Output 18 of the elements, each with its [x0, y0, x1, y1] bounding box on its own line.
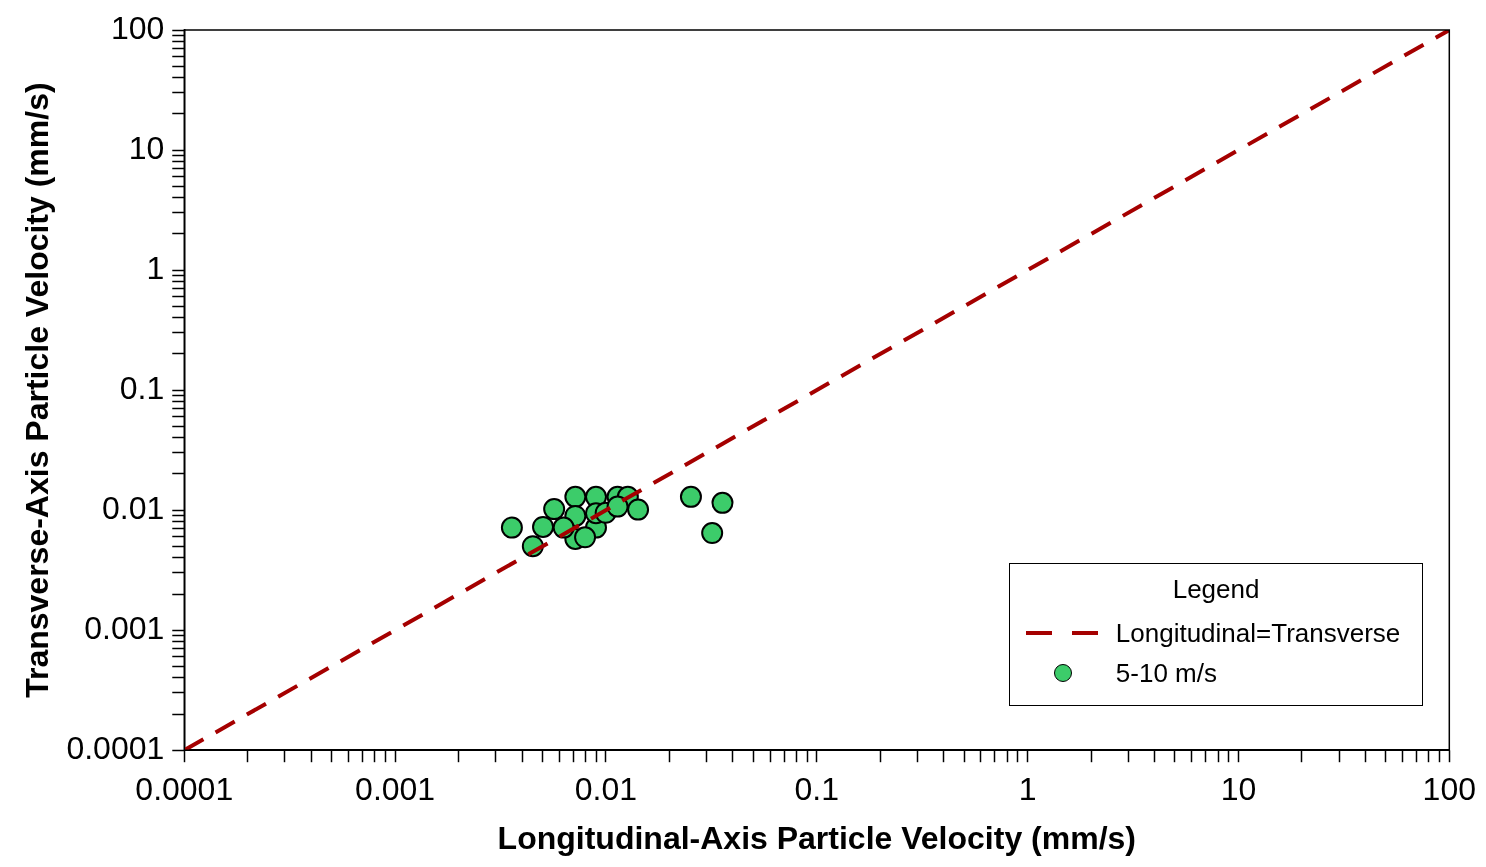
- x-tick-label: 0.01: [574, 771, 638, 808]
- x-tick-label: 0.1: [794, 771, 840, 808]
- y-tick-label: 0.01: [101, 489, 165, 526]
- x-tick-label: 1: [1018, 771, 1037, 808]
- y-tick-label: 0.1: [119, 369, 165, 406]
- y-tick-label: 0.0001: [66, 730, 165, 767]
- y-tick-label: 10: [128, 129, 165, 166]
- y-tick-label: 0.001: [84, 609, 165, 646]
- x-axis-title: Longitudinal-Axis Particle Velocity (mm/s): [497, 819, 1136, 856]
- legend-label: Longitudinal=Transverse: [1115, 617, 1401, 649]
- legend-label: 5-10 m/s: [1115, 657, 1217, 689]
- y-tick-label: 100: [110, 9, 165, 46]
- legend-title: Legend: [1171, 574, 1261, 606]
- y-tick-label: 1: [146, 249, 165, 286]
- x-tick-label: 0.001: [355, 771, 436, 808]
- y-axis-title: Transverse-Axis Particle Velocity (mm/s): [19, 82, 56, 698]
- x-tick-label: 10: [1220, 771, 1257, 808]
- x-tick-label: 100: [1422, 771, 1476, 808]
